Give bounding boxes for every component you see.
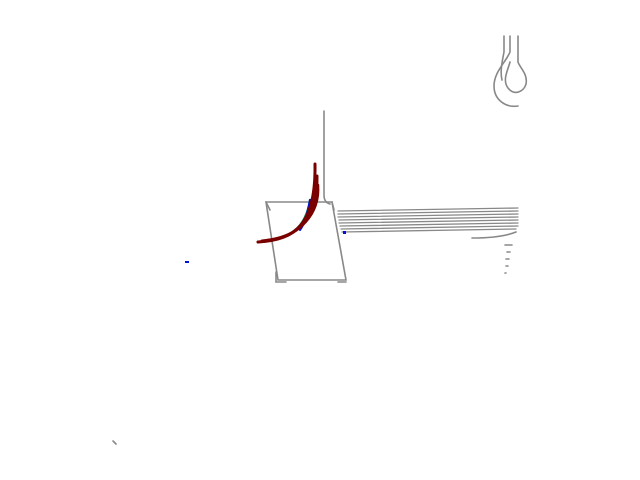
loop-road-inner	[500, 35, 528, 94]
agent-tracks	[202, 239, 350, 264]
intersection-corner-tl	[265, 201, 271, 211]
right-curb-curve	[471, 231, 517, 239]
vertical-road	[323, 110, 331, 205]
right-dashes	[504, 244, 513, 274]
loop-road-outer	[493, 35, 519, 108]
road-map	[112, 35, 528, 445]
agent-track-points	[185, 231, 346, 263]
right-lanes	[337, 207, 519, 233]
stray-mark	[112, 440, 117, 445]
intersection-corner-bl	[275, 271, 287, 283]
intersection-corner-tr	[331, 201, 335, 211]
planned-path	[256, 162, 320, 244]
planned-path-main-3	[266, 183, 320, 242]
